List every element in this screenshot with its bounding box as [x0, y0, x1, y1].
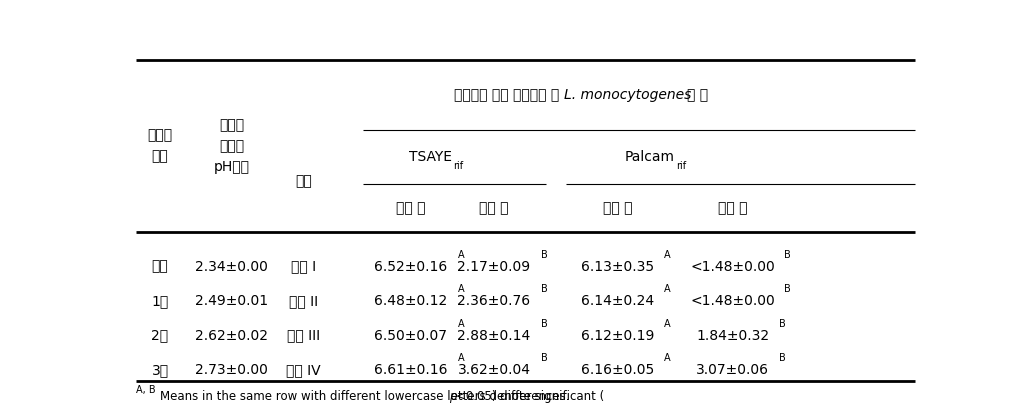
- Text: 6.12±0.19: 6.12±0.19: [581, 328, 654, 343]
- Text: 6.61±0.16: 6.61±0.16: [373, 363, 447, 377]
- Text: 2.36±0.76: 2.36±0.76: [458, 294, 530, 308]
- Text: 6.13±0.35: 6.13±0.35: [581, 260, 654, 274]
- Text: <1.48±0.00: <1.48±0.00: [690, 260, 775, 274]
- Text: 의 수: 의 수: [686, 88, 708, 102]
- Text: 2.17±0.09: 2.17±0.09: [458, 260, 530, 274]
- Text: 1.84±0.32: 1.84±0.32: [696, 328, 770, 343]
- Text: A: A: [458, 284, 464, 294]
- Text: 처리 후: 처리 후: [718, 201, 747, 215]
- Text: <1.48±0.00: <1.48±0.00: [690, 294, 775, 308]
- Text: L. monocytogenes: L. monocytogenes: [563, 88, 690, 102]
- Text: 6.52±0.16: 6.52±0.16: [373, 260, 447, 274]
- Text: 6.50±0.07: 6.50±0.07: [374, 328, 447, 343]
- Text: 3차: 3차: [152, 363, 168, 377]
- Text: B: B: [541, 250, 548, 260]
- Text: 2.34±0.00: 2.34±0.00: [195, 260, 268, 274]
- Text: 처리 전: 처리 전: [602, 201, 632, 215]
- Text: TSAYE: TSAYE: [409, 150, 452, 164]
- Text: 2.62±0.02: 2.62±0.02: [195, 328, 268, 343]
- Text: Means in the same row with different lowercase letters denote significant (: Means in the same row with different low…: [160, 390, 604, 403]
- Text: A: A: [664, 250, 671, 260]
- Text: A: A: [664, 319, 671, 329]
- Text: B: B: [541, 319, 548, 329]
- Text: 2차: 2차: [152, 328, 168, 343]
- Text: 시료 IV: 시료 IV: [286, 363, 320, 377]
- Text: A, B: A, B: [136, 385, 156, 396]
- Text: 처리 전: 처리 전: [396, 201, 426, 215]
- Text: 시료 III: 시료 III: [286, 328, 320, 343]
- Text: 6.14±0.24: 6.14±0.24: [581, 294, 654, 308]
- Text: 6.48±0.12: 6.48±0.12: [373, 294, 447, 308]
- Text: B: B: [541, 284, 548, 294]
- Text: 2.49±0.01: 2.49±0.01: [195, 294, 268, 308]
- Text: 시료 II: 시료 II: [288, 294, 318, 308]
- Text: B: B: [780, 353, 786, 363]
- Text: B: B: [541, 353, 548, 363]
- Text: 재사용에 따른 팽이버섯 중: 재사용에 따른 팽이버섯 중: [453, 88, 563, 102]
- Text: 3.07±0.06: 3.07±0.06: [696, 363, 770, 377]
- Text: A: A: [664, 353, 671, 363]
- Text: 2.73±0.00: 2.73±0.00: [195, 363, 268, 377]
- Text: B: B: [784, 284, 791, 294]
- Text: 처리 후: 처리 후: [479, 201, 509, 215]
- Text: rif: rif: [453, 161, 463, 171]
- Text: A: A: [458, 319, 464, 329]
- Text: p: p: [449, 390, 457, 403]
- Text: B: B: [784, 250, 791, 260]
- Text: 초기: 초기: [152, 260, 168, 274]
- Text: 시료 I: 시료 I: [290, 260, 316, 274]
- Text: Palcam: Palcam: [625, 150, 675, 164]
- Text: 3.62±0.04: 3.62±0.04: [458, 363, 530, 377]
- Text: <0.05) differences.: <0.05) differences.: [457, 390, 570, 403]
- Text: B: B: [780, 319, 786, 329]
- Text: 6.16±0.05: 6.16±0.05: [581, 363, 654, 377]
- Text: 1차: 1차: [152, 294, 168, 308]
- Text: 재사용
횟수별
pH변화: 재사용 횟수별 pH변화: [213, 118, 249, 174]
- Text: 재사용
횟수: 재사용 횟수: [148, 129, 172, 163]
- Text: A: A: [458, 250, 464, 260]
- Text: A: A: [458, 353, 464, 363]
- Text: 시료: 시료: [294, 174, 312, 188]
- Text: rif: rif: [676, 161, 685, 171]
- Text: 2.88±0.14: 2.88±0.14: [458, 328, 530, 343]
- Text: A: A: [664, 284, 671, 294]
